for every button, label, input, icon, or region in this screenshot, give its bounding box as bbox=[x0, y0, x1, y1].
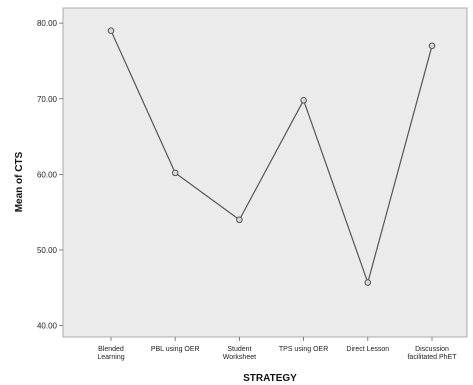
x-tick-label: TPS using OER bbox=[279, 346, 328, 353]
data-point bbox=[300, 96, 307, 104]
data-point bbox=[107, 27, 115, 34]
x-axis-title: STRATEGY bbox=[243, 373, 297, 384]
x-tick-label: Blended Learning bbox=[97, 346, 124, 361]
y-tick-label: 50.00 bbox=[37, 246, 58, 255]
data-point bbox=[171, 169, 179, 177]
x-tick-label: Discussion facilitated PhET bbox=[407, 346, 457, 361]
x-tick-label: Student Worksheet bbox=[223, 346, 256, 361]
data-point bbox=[236, 216, 243, 224]
x-axis: Blended Learning PBL using OER Student Works… bbox=[97, 337, 457, 361]
y-tick-label: 60.00 bbox=[37, 170, 58, 179]
y-tick-label: 70.00 bbox=[37, 95, 58, 104]
series-line bbox=[110, 30, 433, 285]
x-tick-label: PBL using OER bbox=[151, 346, 200, 353]
y-tick-label: 40.00 bbox=[37, 322, 58, 331]
data-point bbox=[364, 279, 372, 286]
data-markers bbox=[107, 27, 436, 286]
y-axis-title: Mean of CTS bbox=[14, 151, 25, 212]
data-point bbox=[428, 42, 436, 50]
y-axis: 40.00 50.00 60.00 70.00 80.00 bbox=[37, 19, 63, 331]
y-tick-label: 80.00 bbox=[37, 19, 58, 28]
x-tick-label: Direct Lesson bbox=[346, 346, 389, 353]
